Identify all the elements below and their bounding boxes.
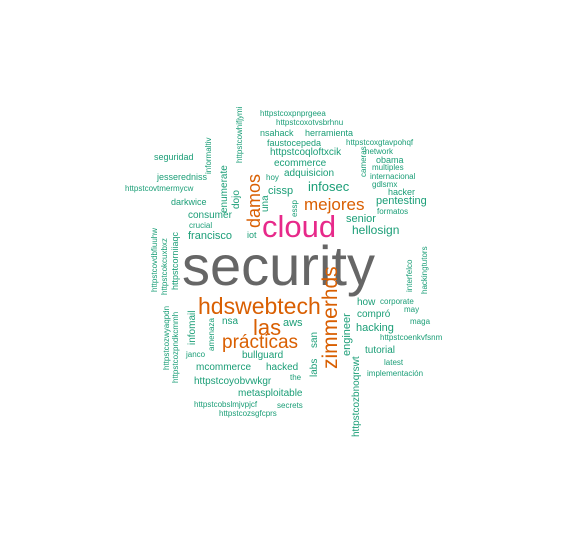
word-latest: latest bbox=[384, 358, 404, 367]
word-francisco: francisco bbox=[188, 230, 233, 242]
word-hackingtutors: hackingtutors bbox=[420, 246, 429, 294]
word-mcommerce: mcommerce bbox=[196, 362, 252, 373]
word-the: the bbox=[290, 373, 302, 382]
word-httpstcoxotvsbrhnu: httpstcoxotvsbrhnu bbox=[276, 118, 344, 127]
word-essp: essp bbox=[290, 200, 299, 217]
word-httpstcoqloftxcik: httpstcoqloftxcik bbox=[270, 147, 342, 158]
word-cameras: cameras bbox=[359, 146, 368, 177]
word-hdswebtech: hdswebtech bbox=[198, 293, 321, 319]
word-httpstcorniiaqc: httpstcorniiaqc bbox=[170, 231, 180, 290]
word-hacker: hacker bbox=[388, 187, 416, 197]
word-gdlsmx: gdlsmx bbox=[372, 180, 398, 189]
word-internacional: internacional bbox=[370, 172, 416, 181]
word-httpstcoenkvfsnm: httpstcoenkvfsnm bbox=[380, 333, 443, 342]
word-httpstcozsgfcprs: httpstcozsgfcprs bbox=[219, 409, 277, 418]
word-httpstcoxpnprgeea: httpstcoxpnprgeea bbox=[260, 109, 326, 118]
word-seguridad: seguridad bbox=[154, 152, 194, 162]
word-how: how bbox=[357, 297, 376, 308]
word-labs: labs bbox=[309, 358, 320, 377]
word-tutorial: tutorial bbox=[365, 345, 396, 356]
word-las: las bbox=[253, 315, 282, 340]
word-httpstcozbnoqrswt: httpstcozbnoqrswt bbox=[351, 356, 362, 437]
word-cissp: cissp bbox=[268, 185, 294, 197]
word-amenaza: amenaza bbox=[207, 318, 216, 351]
word-compro: compró bbox=[357, 309, 391, 320]
word-corporate: corporate bbox=[380, 297, 414, 306]
word-formatos: formatos bbox=[377, 207, 409, 216]
word-nsa: nsa bbox=[222, 316, 239, 327]
word-informaltiv: informaltiv bbox=[204, 137, 213, 174]
word-engineer: engineer bbox=[341, 313, 353, 356]
word-interfelco: interfelco bbox=[405, 259, 414, 292]
word-ecommerce-1: ecommerce bbox=[274, 158, 327, 169]
word-secrets: secrets bbox=[277, 401, 303, 410]
word-hacked: hacked bbox=[266, 362, 299, 373]
word-bullguard: bullguard bbox=[242, 350, 284, 361]
word-metasploitable: metasploitable bbox=[238, 388, 303, 399]
word-practicas: prácticas bbox=[222, 332, 299, 353]
word-implementacion: implementación bbox=[367, 369, 424, 378]
word-iot: iot bbox=[247, 230, 257, 240]
word-httpstcozpndkcmmh: httpstcozpndkcmmh bbox=[171, 311, 180, 383]
word-httpstcoyobvwkgr: httpstcoyobvwkgr bbox=[194, 376, 272, 387]
word-httpstcowhifjymi: httpstcowhifjymi bbox=[235, 106, 244, 163]
word-adquisicion: adquisicion bbox=[284, 168, 335, 179]
word-httpstcobslmjvpjcf: httpstcobslmjvpjcf bbox=[194, 400, 258, 409]
word-may: may bbox=[404, 305, 420, 314]
word-security: security bbox=[182, 234, 375, 297]
word-mejores: mejores bbox=[304, 195, 365, 214]
word-aws: aws bbox=[283, 317, 303, 329]
word-crucial: crucial bbox=[189, 221, 213, 230]
word-cloud: cloud bbox=[262, 209, 337, 244]
word-hacking: hacking bbox=[356, 322, 394, 334]
word-maga: maga bbox=[410, 317, 431, 326]
word-infosec: infosec bbox=[308, 179, 350, 194]
word-consumer: consumer bbox=[188, 210, 232, 221]
word-san: san bbox=[309, 331, 320, 348]
word-network: network bbox=[365, 147, 394, 156]
word-herramienta: herramienta bbox=[305, 128, 354, 138]
word-pentesting: pentesting bbox=[376, 195, 427, 207]
word-zimmerhds: zimmerhds bbox=[319, 266, 342, 369]
word-enumerate: enumerate bbox=[219, 165, 230, 213]
word-nsahack: nsahack bbox=[260, 128, 294, 138]
word-infomail: infomail bbox=[187, 310, 198, 345]
word-hoy: hoy bbox=[266, 173, 279, 182]
word-hellosign: hellosign bbox=[352, 223, 400, 237]
word-httpstcovdbfiuuhw: httpstcovdbfiuuhw bbox=[150, 227, 159, 292]
word-una: una bbox=[260, 195, 271, 212]
word-httpstcokcuxbxz: httpstcokcuxbxz bbox=[160, 238, 169, 295]
word-multiples: multiples bbox=[372, 163, 404, 172]
word-httpstcozwyaqpdn: httpstcozwyaqpdn bbox=[162, 305, 171, 370]
word-obama: obama bbox=[376, 155, 404, 165]
word-httpstcoxgtavpohqf: httpstcoxgtavpohqf bbox=[346, 138, 414, 147]
word-senior: senior bbox=[346, 213, 376, 225]
word-jesseredniss: jesseredniss bbox=[157, 172, 208, 182]
word-janco: janco bbox=[186, 350, 206, 359]
word-dojo: dojo bbox=[231, 190, 242, 209]
word-httpstcovtmermycw: httpstcovtmermycw bbox=[125, 184, 194, 193]
word-darkwice: darkwice bbox=[171, 197, 207, 207]
word-faustocepeda: faustocepeda bbox=[267, 138, 322, 148]
